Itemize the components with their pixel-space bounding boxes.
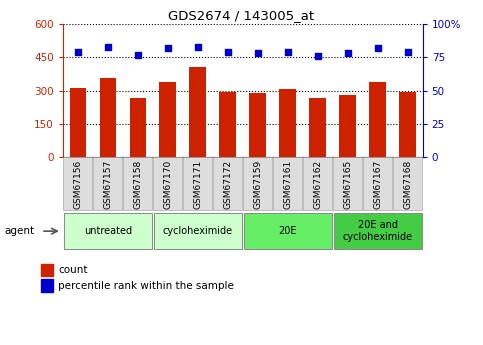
Text: 20E and
cycloheximide: 20E and cycloheximide — [342, 220, 412, 242]
Bar — [70, 88, 86, 157]
Point — [224, 49, 231, 55]
Bar — [129, 98, 146, 157]
Text: GSM67157: GSM67157 — [103, 159, 112, 209]
Bar — [189, 67, 206, 157]
Bar — [159, 82, 176, 157]
Text: GSM67158: GSM67158 — [133, 159, 142, 209]
Point — [314, 53, 322, 59]
Point — [74, 49, 82, 55]
Bar — [340, 95, 356, 157]
Text: untreated: untreated — [84, 226, 132, 236]
Text: GSM67162: GSM67162 — [313, 160, 322, 209]
Text: 20E: 20E — [278, 226, 297, 236]
Text: GSM67171: GSM67171 — [193, 159, 202, 209]
Point — [134, 52, 142, 58]
Point — [374, 45, 382, 51]
Text: percentile rank within the sample: percentile rank within the sample — [58, 281, 234, 290]
Point — [104, 44, 112, 49]
Text: GSM67165: GSM67165 — [343, 159, 352, 209]
Text: agent: agent — [5, 226, 35, 236]
Text: cycloheximide: cycloheximide — [163, 226, 233, 236]
Text: GSM67172: GSM67172 — [223, 160, 232, 209]
Point — [194, 44, 201, 49]
Bar — [280, 89, 296, 157]
Bar — [369, 82, 386, 157]
Point — [344, 51, 352, 56]
Bar — [249, 93, 266, 157]
Text: GSM67156: GSM67156 — [73, 159, 82, 209]
Point — [404, 49, 412, 55]
Text: count: count — [58, 265, 87, 275]
Point — [284, 49, 292, 55]
Text: GSM67159: GSM67159 — [253, 159, 262, 209]
Text: GSM67168: GSM67168 — [403, 159, 412, 209]
Text: GDS2674 / 143005_at: GDS2674 / 143005_at — [169, 9, 314, 22]
Text: GSM67167: GSM67167 — [373, 159, 382, 209]
Point — [254, 51, 262, 56]
Bar — [99, 78, 116, 157]
Text: GSM67161: GSM67161 — [283, 159, 292, 209]
Bar — [399, 92, 416, 157]
Bar — [310, 98, 326, 157]
Bar — [219, 92, 236, 157]
Point — [164, 45, 171, 51]
Text: GSM67170: GSM67170 — [163, 159, 172, 209]
